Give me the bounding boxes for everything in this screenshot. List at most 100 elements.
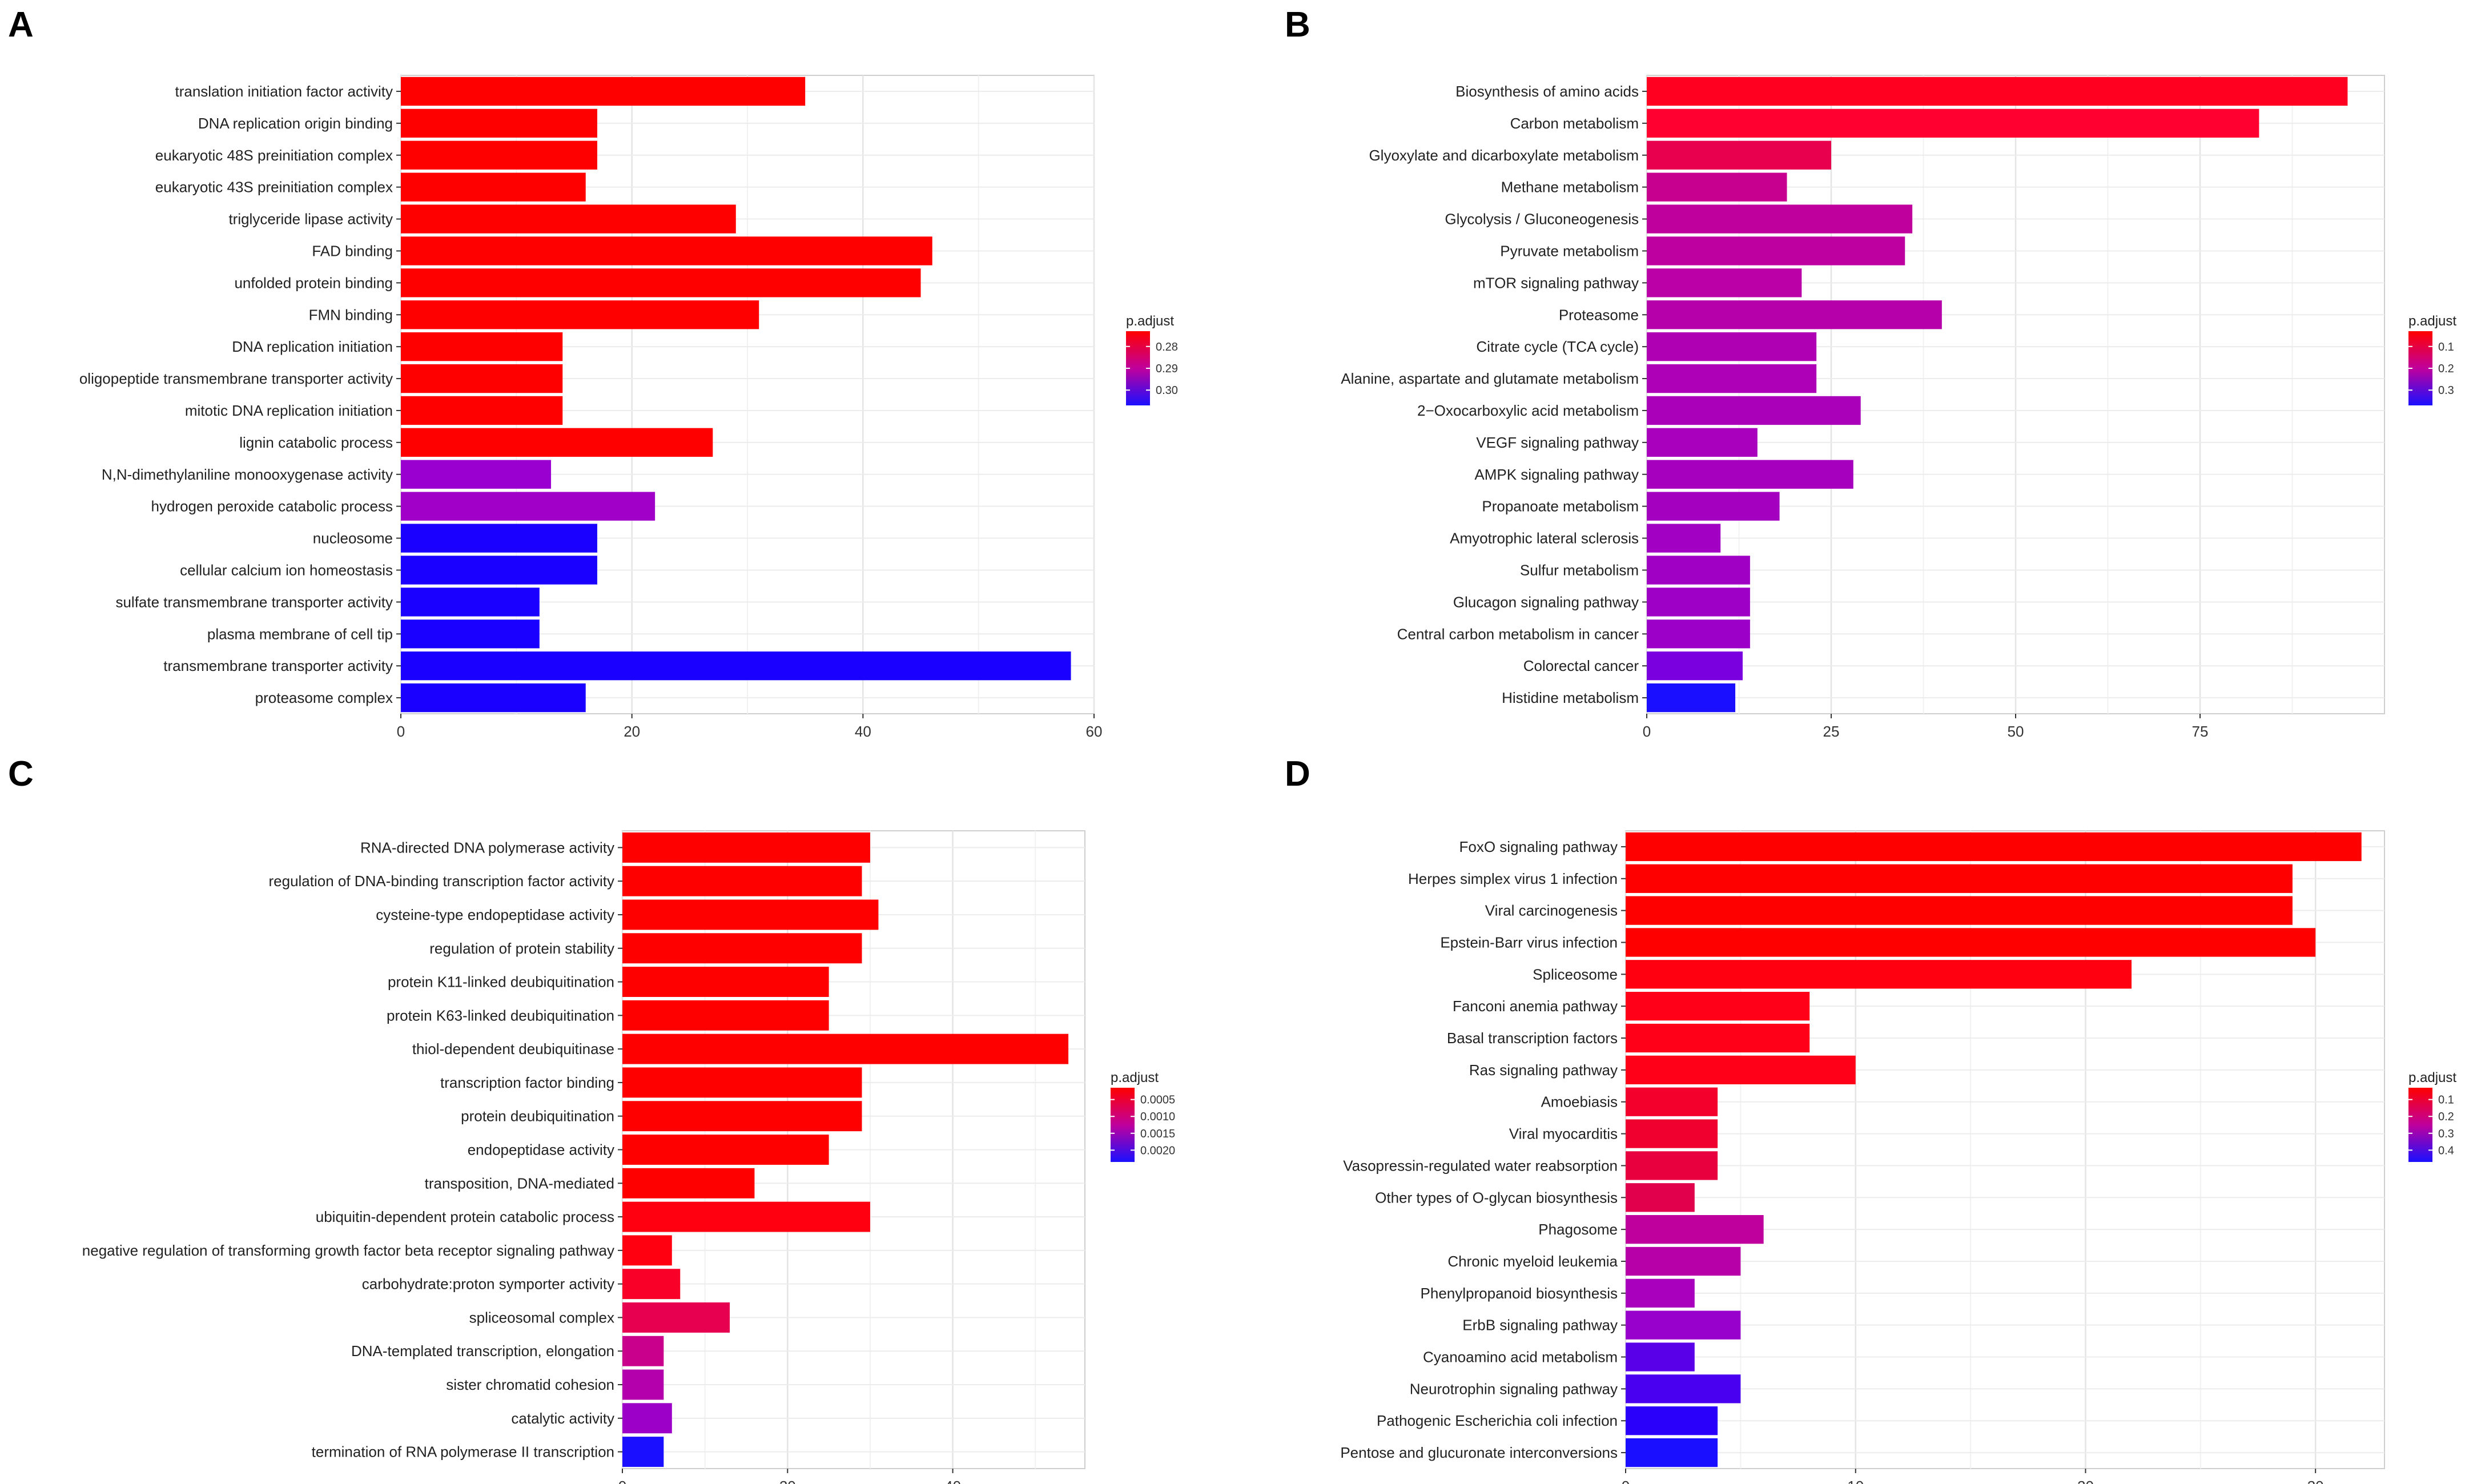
- bar: [401, 524, 597, 553]
- bar: [1647, 204, 1913, 234]
- y-tick-label: Alanine, aspartate and glutamate metabol…: [1341, 370, 1639, 387]
- y-tick-label: oligopeptide transmembrane transporter a…: [79, 370, 393, 387]
- y-tick-label: eukaryotic 48S preinitiation complex: [155, 147, 393, 164]
- y-tick-label: Phagosome: [1538, 1221, 1618, 1238]
- bar: [401, 620, 540, 649]
- legend-label: 0.29: [1156, 363, 1178, 375]
- bar: [401, 268, 921, 297]
- legend-colorbar: [1111, 1088, 1135, 1162]
- x-tick-label: 40: [855, 723, 871, 740]
- y-tick-label: Chronic myeloid leukemia: [1447, 1253, 1618, 1270]
- bar: [1626, 896, 2293, 925]
- panel-label-d: D: [1285, 754, 1310, 794]
- y-tick-label: DNA-templated transcription, elongation: [351, 1342, 614, 1360]
- bar: [622, 1403, 672, 1434]
- bar: [622, 1369, 664, 1400]
- bar: [622, 933, 862, 964]
- bar: [1626, 1406, 1718, 1435]
- bar: [1626, 1151, 1718, 1180]
- bar: [622, 1336, 664, 1366]
- bar: [1626, 1374, 1741, 1403]
- bar: [1647, 492, 1780, 521]
- y-tick-label: Carbon metabolism: [1510, 115, 1639, 132]
- legend-label: 0.1: [2438, 341, 2454, 353]
- x-tick-label: 25: [1823, 723, 1840, 740]
- bar: [1626, 928, 2316, 957]
- bar: [1626, 960, 2132, 989]
- y-tick-label: mTOR signaling pathway: [1473, 274, 1639, 291]
- bar: [1647, 460, 1853, 489]
- bar: [622, 1168, 755, 1199]
- bar: [622, 1033, 1069, 1064]
- y-tick-label: Glycolysis / Gluconeogenesis: [1445, 211, 1639, 228]
- y-tick-label: triglyceride lipase activity: [228, 211, 393, 228]
- y-tick-label: N,N-dimethylaniline monooxygenase activi…: [102, 466, 393, 483]
- y-tick-label: termination of RNA polymerase II transcr…: [312, 1443, 614, 1461]
- y-tick-label: Neurotrophin signaling pathway: [1410, 1380, 1618, 1397]
- y-tick-label: Epstein-Barr virus infection: [1440, 934, 1618, 951]
- chart-d: FoxO signaling pathway Herpes simplex vir…: [1340, 830, 2456, 1484]
- x-tick-label: 60: [1086, 723, 1103, 740]
- x-tick-label: 10: [1847, 1478, 1864, 1484]
- bar: [1626, 1278, 1695, 1308]
- bar: [622, 1101, 862, 1132]
- bar: [622, 1235, 672, 1266]
- bar: [622, 1302, 730, 1333]
- legend-label: 0.0010: [1140, 1111, 1175, 1123]
- bar: [1626, 1119, 1718, 1148]
- bar: [1647, 300, 1942, 329]
- x-tick-label: 50: [2008, 723, 2024, 740]
- bar: [1626, 1023, 1810, 1053]
- bar: [622, 832, 870, 863]
- y-tick-label: Vasopressin-regulated water reabsorption: [1343, 1157, 1618, 1174]
- legend-colorbar: [2408, 1088, 2432, 1162]
- bar: [1626, 1087, 1718, 1116]
- bar: [401, 428, 713, 457]
- y-tick-label: sulfate transmembrane transporter activi…: [115, 593, 393, 610]
- bar: [1647, 140, 1831, 170]
- y-tick-label: Herpes simplex virus 1 infection: [1408, 870, 1618, 887]
- y-tick-label: Colorectal cancer: [1523, 657, 1639, 674]
- y-tick-label: eukaryotic 43S preinitiation complex: [155, 179, 393, 196]
- legend: p.adjust 0.0005 0.0010 0.0015 0.0020: [1111, 1070, 1175, 1162]
- y-tick-label: Glucagon signaling pathway: [1453, 593, 1639, 610]
- x-tick-label: 0: [397, 723, 405, 740]
- y-tick-label: Proteasome: [1559, 306, 1639, 323]
- bar: [1626, 1310, 1741, 1340]
- legend-label: 0.0015: [1140, 1128, 1175, 1140]
- y-tick-label: ErbB signaling pathway: [1462, 1317, 1618, 1334]
- y-tick-label: AMPK signaling pathway: [1474, 466, 1639, 483]
- bar: [622, 1437, 664, 1467]
- bar: [1647, 172, 1787, 202]
- bar: [622, 1269, 681, 1300]
- chart-a: translation initiation factor activity DN…: [79, 75, 1178, 740]
- bar: [1626, 1246, 1741, 1276]
- y-tick-label: carbohydrate:proton symporter activity: [362, 1276, 614, 1293]
- bar: [401, 556, 597, 585]
- chart-b: Biosynthesis of amino acids Carbon metabo…: [1341, 75, 2456, 740]
- legend-label: 0.3: [2438, 384, 2454, 397]
- y-tick-label: unfolded protein binding: [234, 274, 393, 291]
- bar: [401, 204, 736, 234]
- y-tick-label: protein deubiquitination: [461, 1108, 614, 1125]
- y-tick-label: Ras signaling pathway: [1469, 1061, 1618, 1079]
- bar: [1647, 588, 1750, 617]
- y-tick-label: nucleosome: [313, 530, 393, 547]
- legend-label: 0.28: [1156, 341, 1178, 353]
- y-tick-label: cellular calcium ion homeostasis: [180, 561, 393, 578]
- x-tick-label: 40: [944, 1478, 961, 1484]
- y-tick-label: plasma membrane of cell tip: [207, 625, 393, 642]
- bar: [1647, 620, 1750, 649]
- y-tick-label: Histidine metabolism: [1502, 689, 1639, 706]
- x-tick-label: 0: [618, 1478, 626, 1484]
- y-tick-label: lignin catabolic process: [239, 434, 393, 451]
- y-tick-label: VEGF signaling pathway: [1476, 434, 1639, 451]
- bar: [1647, 236, 1905, 266]
- y-tick-label: FAD binding: [312, 242, 393, 259]
- bar: [622, 1201, 870, 1232]
- y-tick-label: protein K63-linked deubiquitination: [387, 1007, 614, 1024]
- bar: [622, 899, 879, 930]
- bar: [401, 140, 597, 170]
- y-tick-label: Pyruvate metabolism: [1500, 242, 1639, 259]
